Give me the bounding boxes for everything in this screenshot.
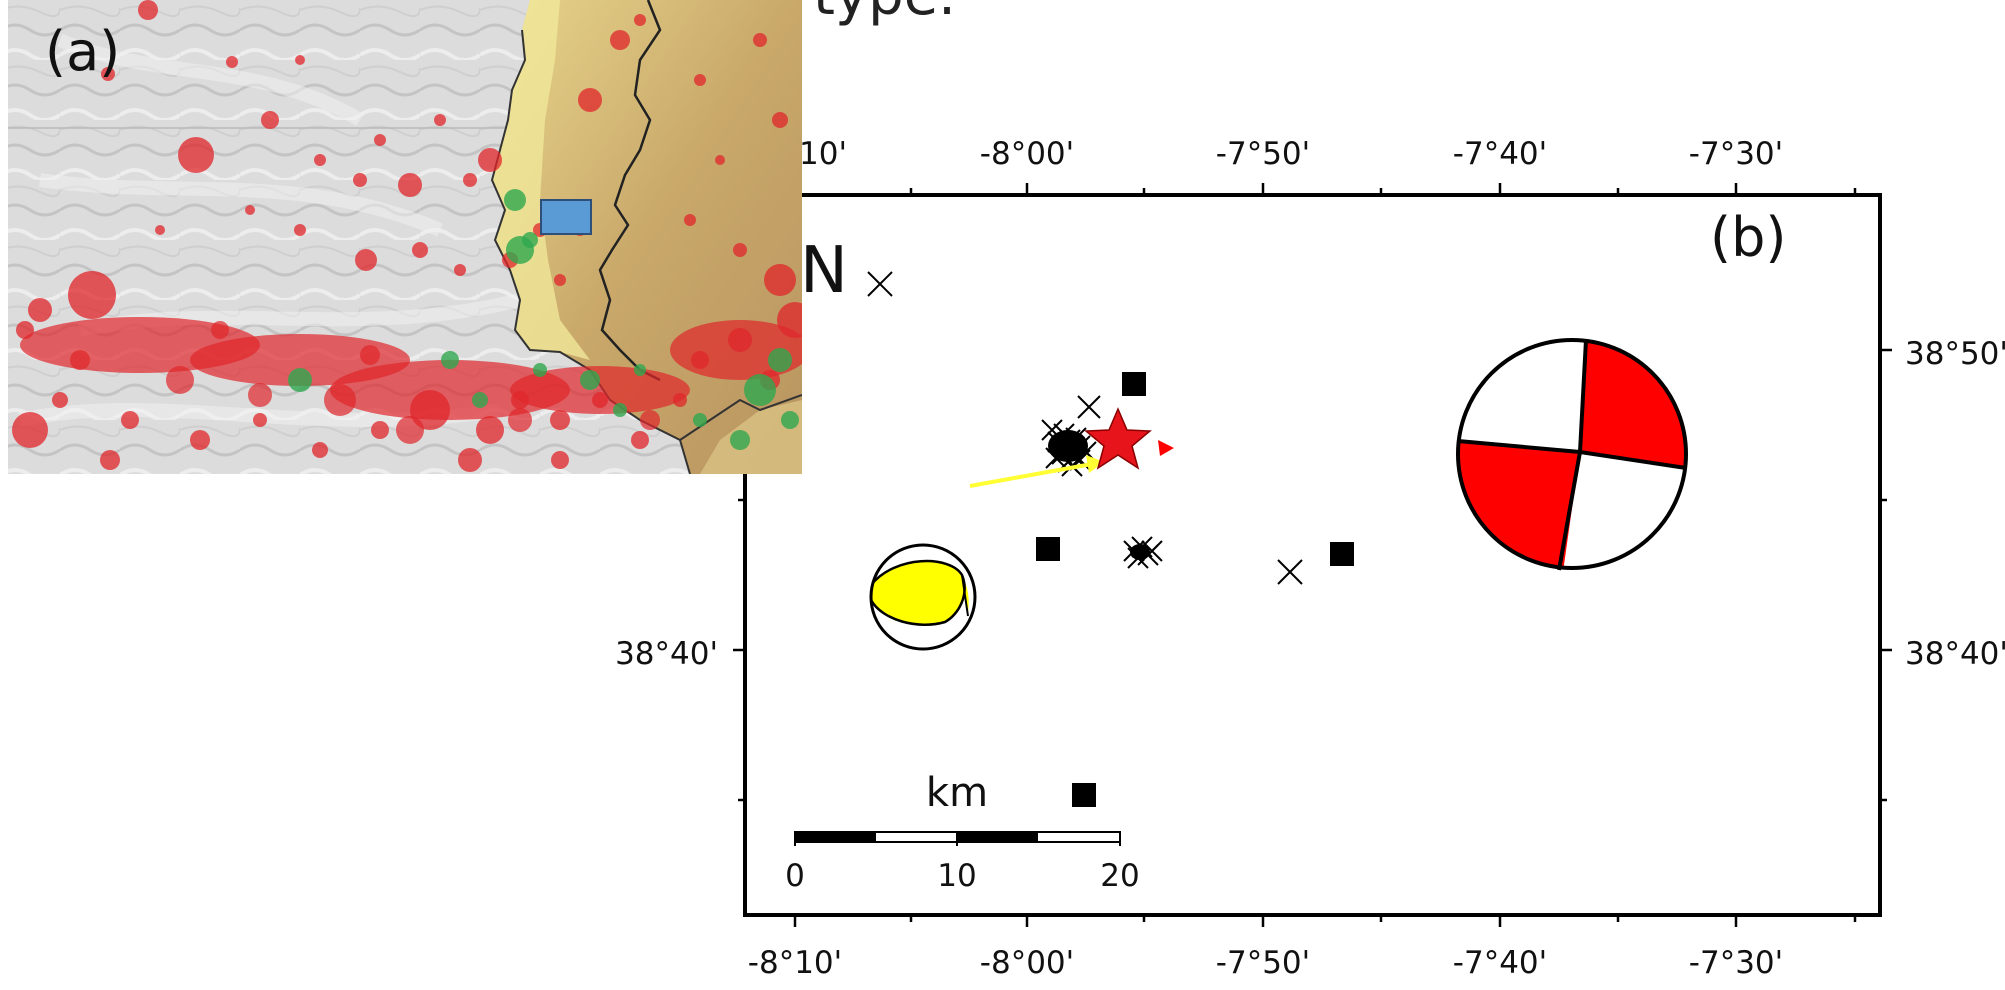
slip-arrow [969, 455, 1104, 488]
top-tick-label-first: 10' [799, 136, 847, 172]
bottom-tick-label: -8°00' [980, 945, 1074, 981]
left-tick-label: 38°40' [615, 636, 718, 672]
mainshock-star [1084, 407, 1152, 470]
bottom-tick-label: -8°10' [748, 945, 842, 981]
right-ticks [1880, 348, 1892, 802]
country-border [598, 0, 662, 382]
panel-b-label: (b) [1710, 206, 1786, 269]
station-marker [1330, 542, 1354, 566]
top-ticks [793, 183, 1857, 195]
focal-mechanism-yellow [869, 543, 977, 651]
event-cross [1077, 395, 1101, 419]
panel-a: (a) [8, 0, 802, 474]
station-markers [1036, 372, 1354, 807]
scale-unit: km [926, 770, 988, 816]
station-marker [1072, 783, 1096, 807]
station-marker [1122, 372, 1146, 396]
bottom-tick-label: -7°30' [1689, 945, 1783, 981]
right-tick-label: 38°40' [1905, 636, 2005, 672]
scale-label: 20 [1100, 858, 1139, 894]
scale-label: 10 [937, 858, 976, 894]
station-marker [1036, 537, 1060, 561]
scale-label: 0 [785, 858, 805, 894]
event-cross [1277, 559, 1303, 585]
top-tick-label: -7°30' [1689, 136, 1783, 172]
panel-a-label: (a) [45, 20, 120, 83]
seismicity-green [288, 189, 799, 450]
top-tick-label: -7°40' [1453, 136, 1547, 172]
top-tick-label: -7°50' [1216, 136, 1310, 172]
bottom-ticks [793, 915, 1857, 927]
event-cross [867, 271, 893, 297]
scale-bar: km 0 10 20 [785, 770, 1140, 894]
north-label-fragment: N [800, 234, 848, 308]
right-tick-label: 38°50' [1905, 336, 2005, 372]
bottom-tick-label: -7°40' [1453, 945, 1547, 981]
red-arrowhead [1158, 440, 1174, 456]
bottom-tick-label: -7°50' [1216, 945, 1310, 981]
event-cluster-dense [1048, 430, 1150, 560]
panel-b: 10' -8°00' -7°50' -7°40' -7°30' -8°10' -… [615, 136, 2005, 981]
study-area-box [540, 199, 592, 235]
seismicity-band [20, 317, 802, 444]
top-tick-label: -8°00' [980, 136, 1074, 172]
